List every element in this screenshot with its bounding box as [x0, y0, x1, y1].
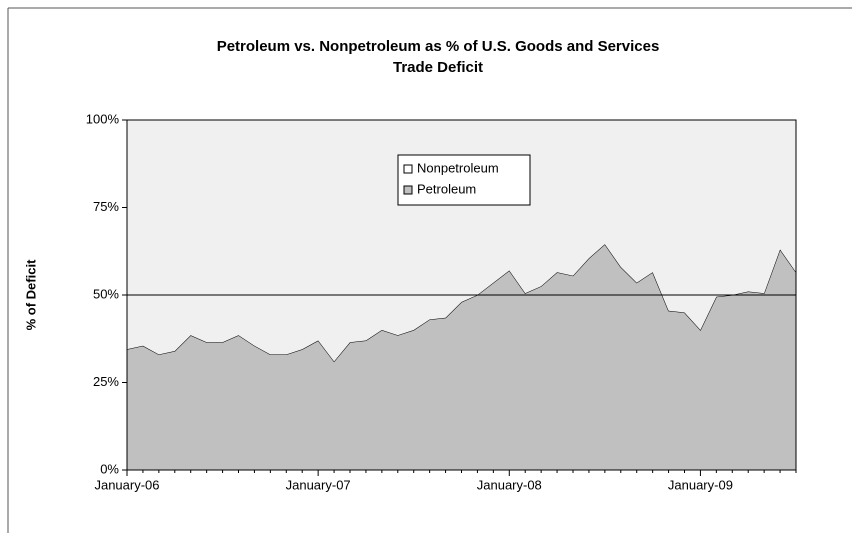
legend-box: [397, 154, 531, 206]
chart-title: Trade Deficit: [393, 59, 483, 76]
y-tick-label: 0%: [100, 461, 119, 476]
chart-title: Petroleum vs. Nonpetroleum as % of U.S. …: [217, 38, 660, 55]
legend-label: Nonpetroleum: [417, 160, 499, 175]
y-tick-label: 25%: [93, 374, 119, 389]
x-tick-label: January-08: [477, 477, 542, 492]
y-axis-label: % of Deficit: [23, 259, 38, 330]
legend-label: Petroleum: [417, 181, 476, 196]
legend-swatch: [403, 164, 413, 174]
x-tick-label: January-06: [94, 477, 159, 492]
y-tick-label: 75%: [93, 199, 119, 214]
x-tick-label: January-09: [668, 477, 733, 492]
area: [127, 120, 796, 362]
area: [127, 244, 796, 470]
x-tick-label: January-07: [286, 477, 351, 492]
y-tick-label: 100%: [86, 111, 120, 126]
y-tick-label: 50%: [93, 286, 119, 301]
legend-swatch: [403, 185, 413, 195]
